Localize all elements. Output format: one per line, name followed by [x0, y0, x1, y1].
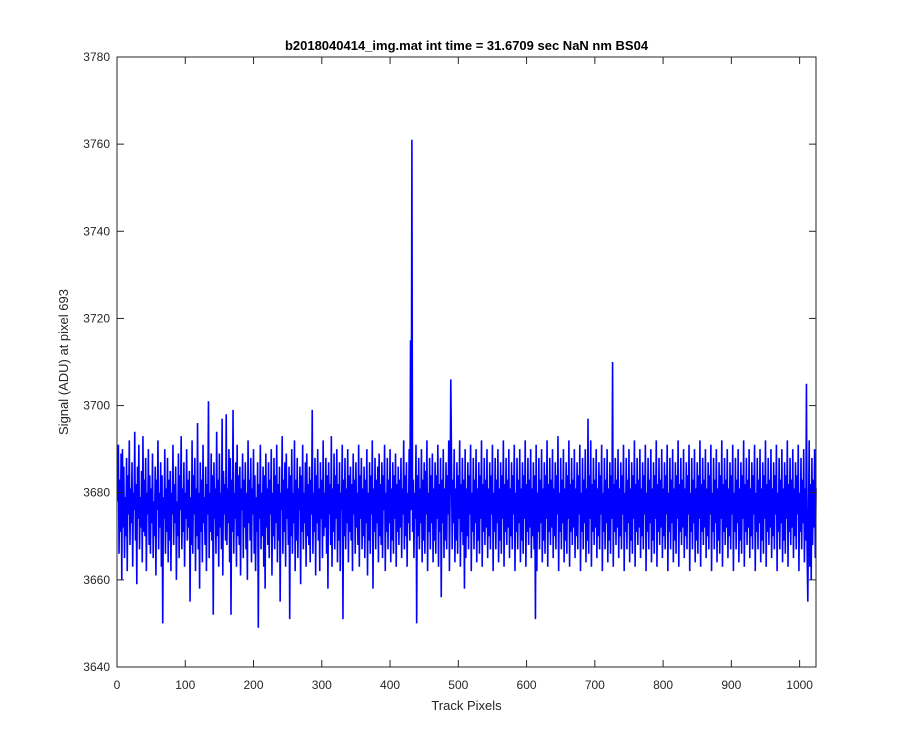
- x-tick-label-300: 300: [312, 678, 332, 692]
- x-tick-label-0: 0: [114, 678, 121, 692]
- y-axis-label: Signal (ADU) at pixel 693: [56, 289, 71, 435]
- y-tick-label-3780: 3780: [83, 50, 110, 64]
- x-tick-label-100: 100: [175, 678, 195, 692]
- x-tick-label-1000: 1000: [786, 678, 813, 692]
- y-tick-label-3660: 3660: [83, 573, 110, 587]
- y-tick-label-3680: 3680: [83, 486, 110, 500]
- x-tick-label-200: 200: [244, 678, 264, 692]
- axes-box: [116, 56, 817, 668]
- y-tick-label-3720: 3720: [83, 311, 110, 325]
- series-line: [116, 139, 817, 628]
- y-tick-label-3760: 3760: [83, 137, 110, 151]
- x-tick-label-600: 600: [517, 678, 537, 692]
- x-axis-label: Track Pixels: [431, 698, 502, 713]
- x-tick-label-900: 900: [721, 678, 741, 692]
- x-tick-label-500: 500: [448, 678, 468, 692]
- chart-title: b2018040414_img.mat int time = 31.6709 s…: [285, 38, 649, 53]
- series-layer: [116, 139, 817, 628]
- y-tick-label-3700: 3700: [83, 399, 110, 413]
- axes-background: [117, 57, 816, 667]
- ticks-layer: 0 100 200 300 400 500 600 700 800 900 1000 3640 3660…: [83, 50, 816, 692]
- x-tick-label-700: 700: [585, 678, 605, 692]
- x-tick-label-800: 800: [653, 678, 673, 692]
- x-tick-label-400: 400: [380, 678, 400, 692]
- y-tick-label-3640: 3640: [83, 660, 110, 674]
- y-tick-label-3740: 3740: [83, 224, 110, 238]
